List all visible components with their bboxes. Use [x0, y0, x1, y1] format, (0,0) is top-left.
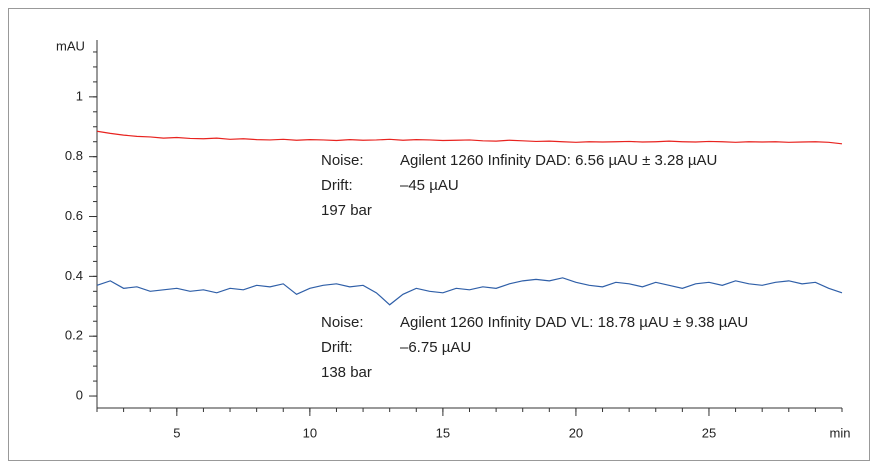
- y-tick-label: 0.4: [65, 268, 83, 283]
- annotation: Noise:: [321, 152, 364, 169]
- annotation: Agilent 1260 Infinity DAD: 6.56 µAU ± 3.…: [400, 152, 717, 169]
- annotation: 138 bar: [321, 364, 372, 381]
- x-tick-label: 25: [702, 425, 716, 440]
- x-axis-label: min: [830, 425, 851, 440]
- y-tick-label: 1: [76, 88, 83, 103]
- annotation: –45 µAU: [400, 177, 459, 194]
- y-tick-label: 0.6: [65, 208, 83, 223]
- annotation: Agilent 1260 Infinity DAD VL: 18.78 µAU …: [400, 314, 748, 331]
- y-axis-label: mAU: [56, 38, 85, 53]
- x-tick-label: 10: [303, 425, 317, 440]
- annotation: 197 bar: [321, 202, 372, 219]
- y-tick-label: 0: [76, 387, 83, 402]
- annotation: Drift:: [321, 339, 353, 356]
- x-tick-label: 5: [173, 425, 180, 440]
- x-tick-label: 15: [436, 425, 450, 440]
- data-line: [96, 130, 843, 145]
- x-tick-label: 20: [569, 425, 583, 440]
- annotation: Noise:: [321, 314, 364, 331]
- frame: [8, 8, 870, 461]
- y-tick-label: 0.8: [65, 148, 83, 163]
- annotation: Drift:: [321, 177, 353, 194]
- data-line: [96, 277, 843, 306]
- y-tick-label: 0.2: [65, 328, 83, 343]
- annotation: –6.75 µAU: [400, 339, 471, 356]
